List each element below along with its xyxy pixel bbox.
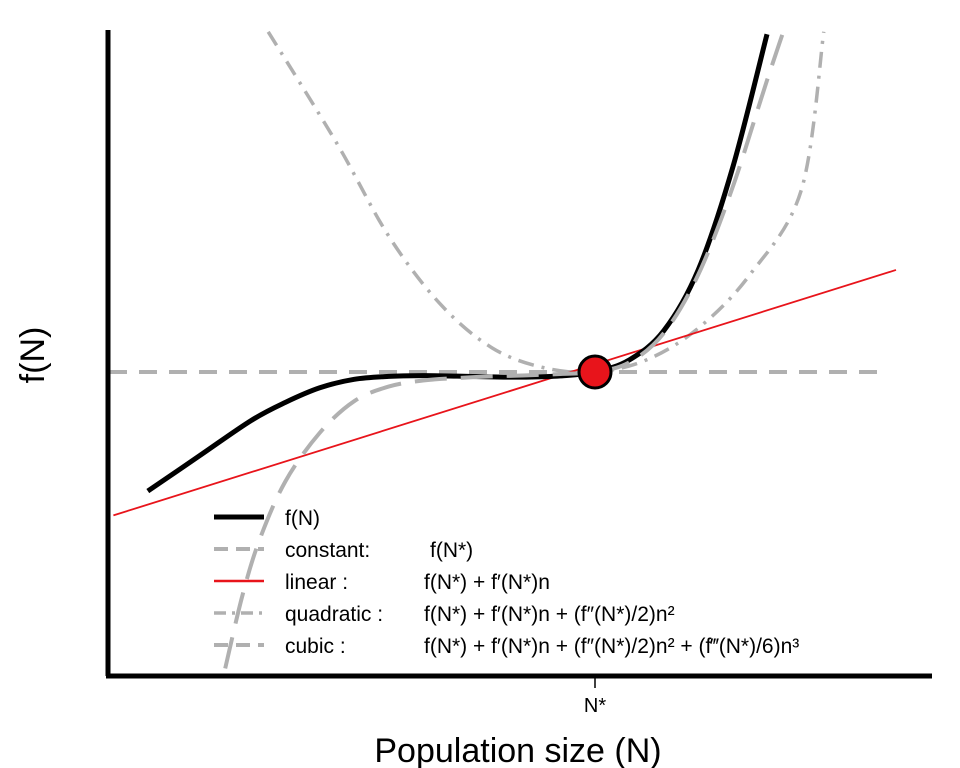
axes-layer [105,30,932,679]
series-layer [108,30,897,669]
x-tick-label: N* [584,695,606,717]
series-cubic-line [223,30,786,669]
series-f-n-line [146,33,770,494]
legend-label-3: linear : [285,571,348,594]
equilibrium-point [577,354,613,390]
legend-label-1: f(N) [285,507,320,530]
legend-formula-4: f(N*) + f′(N*)n + (f″(N*)/2)n² [424,603,675,626]
legend-formula-5: f(N*) + f′(N*)n + (f″(N*)/2)n² + (f‴(N*)… [424,635,799,658]
legend-formula-3: f(N*) + f′(N*)n [424,571,550,594]
legend-label-5: cubic : [285,635,346,658]
legend-label-4: quadratic : [285,603,383,626]
x-ticks: N* [584,676,606,717]
y-axis-label: f(N) [14,327,52,384]
legend-label-2: constant: [285,539,370,562]
legend: f(N) constant: f(N*) linear : f(N*) + f′(N*)… [214,507,799,658]
legend-formula-2: f(N*) [430,539,473,562]
series-linear-line [113,269,897,517]
series-quadratic-line [266,30,826,375]
x-axis-label: Population size (N) [374,732,661,768]
equilibrium-point-layer [577,354,613,390]
